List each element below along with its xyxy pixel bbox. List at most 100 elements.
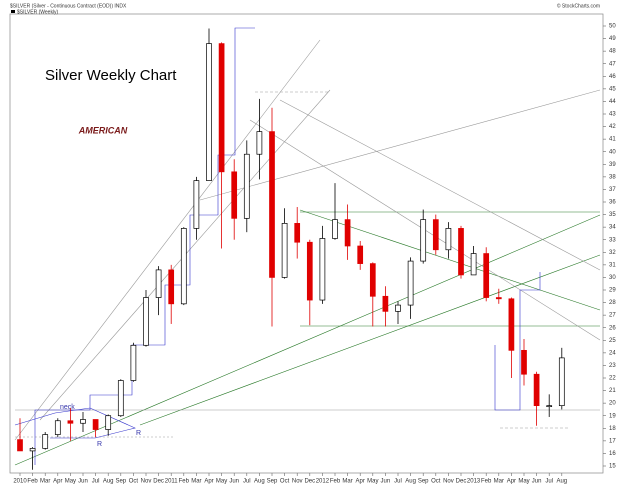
step-line <box>494 272 541 411</box>
candle-body <box>117 380 124 417</box>
y-tick-label: 27 <box>609 313 616 319</box>
y-tick-label: 21 <box>609 388 616 394</box>
candle-body <box>54 420 61 435</box>
y-tick-label: 50 <box>609 24 616 30</box>
annotation: neck <box>60 404 75 411</box>
y-tick-label: 26 <box>609 325 616 331</box>
candle-body <box>105 415 112 430</box>
x-tick-label: Mar <box>40 479 50 485</box>
x-tick-label: 2011 <box>165 479 179 485</box>
y-tick-label: 32 <box>609 250 616 256</box>
step-line <box>34 27 255 465</box>
x-tick-label: 2012 <box>316 479 330 485</box>
x-tick-label: May <box>367 479 378 485</box>
x-tick-label: May <box>518 479 529 485</box>
candle-body <box>558 357 565 407</box>
candle-body <box>206 43 212 181</box>
x-tick-label: Mar <box>342 479 352 485</box>
annotation: R <box>136 430 141 437</box>
candle-body <box>319 238 326 301</box>
legend-label: $SILVER (Weekly) <box>17 9 59 15</box>
trend-line <box>14 39 321 441</box>
y-tick-label: 29 <box>609 288 616 294</box>
candle-body <box>533 373 540 407</box>
candle-body <box>458 228 464 276</box>
candle-body <box>218 43 225 173</box>
trend-line <box>139 254 601 426</box>
candle-body <box>17 439 23 452</box>
candle-body <box>306 241 313 301</box>
x-tick-label: Jun <box>381 479 391 485</box>
y-tick-label: 30 <box>609 275 616 281</box>
candle-body <box>67 420 74 424</box>
x-tick-label: Jul <box>243 479 251 485</box>
candle-body <box>445 228 452 251</box>
candle-body <box>470 253 477 276</box>
y-tick-label: 47 <box>609 61 616 67</box>
candle-body <box>269 131 275 278</box>
x-tick-label: Jul <box>92 479 100 485</box>
x-tick-label: Feb <box>481 479 492 485</box>
x-tick-label: Sep <box>418 479 429 485</box>
candle-body <box>143 297 149 346</box>
x-tick-label: Mar <box>191 479 201 485</box>
plot-frame <box>9 13 604 474</box>
x-tick-label: Nov <box>292 479 303 485</box>
trend-line <box>199 89 601 201</box>
y-tick-label: 49 <box>609 36 616 42</box>
y-tick-label: 16 <box>609 451 616 457</box>
candle-body <box>332 219 338 239</box>
x-tick-label: Feb <box>27 479 38 485</box>
candle-body <box>395 304 401 312</box>
candle-body <box>521 349 527 375</box>
x-tick-label: May <box>216 479 227 485</box>
y-tick-label: 42 <box>609 124 616 130</box>
y-tick-label: 31 <box>609 262 616 268</box>
x-tick-label: Oct <box>431 479 441 485</box>
candle-body <box>193 180 200 229</box>
y-tick-label: 22 <box>609 376 616 382</box>
y-tick-label: 41 <box>609 137 616 143</box>
pattern-line <box>14 407 136 439</box>
candle-body <box>508 298 515 351</box>
x-tick-label: Nov <box>443 479 454 485</box>
x-tick-label: Sep <box>115 479 126 485</box>
candle-body <box>155 269 162 298</box>
y-tick-label: 37 <box>609 187 616 193</box>
candle-body <box>357 245 364 264</box>
candle-body <box>42 434 49 449</box>
y-tick-label: 25 <box>609 338 616 344</box>
annotation: R <box>97 441 102 448</box>
x-tick-label: Apr <box>53 479 62 485</box>
candle-body <box>256 131 263 155</box>
y-tick-label: 17 <box>609 438 616 444</box>
candle-body <box>382 295 389 312</box>
x-tick-label: Jul <box>545 479 553 485</box>
y-tick-label: 36 <box>609 200 616 206</box>
candle-body <box>243 153 250 219</box>
logo: AMERICAN <box>78 125 128 135</box>
x-tick-label: Apr <box>204 479 213 485</box>
y-tick-label: 48 <box>609 49 616 55</box>
y-tick-label: 43 <box>609 112 616 118</box>
candle-body <box>407 260 414 306</box>
candle-body <box>130 344 137 381</box>
x-tick-label: Sep <box>267 479 278 485</box>
x-tick-label: Jun <box>78 479 88 485</box>
candle-body <box>92 419 99 430</box>
trend-line <box>14 214 601 466</box>
y-tick-label: 33 <box>609 237 616 243</box>
y-tick-label: 23 <box>609 363 616 369</box>
y-tick-label: 19 <box>609 413 616 419</box>
x-tick-label: Jul <box>394 479 402 485</box>
y-tick-label: 39 <box>609 162 616 168</box>
x-tick-label: Jun <box>229 479 239 485</box>
x-tick-label: Oct <box>280 479 290 485</box>
x-tick-label: Nov <box>141 479 152 485</box>
candle-body <box>168 269 175 305</box>
y-tick-label: 24 <box>609 350 616 356</box>
candle-body <box>231 171 238 219</box>
trend-line <box>279 99 601 271</box>
